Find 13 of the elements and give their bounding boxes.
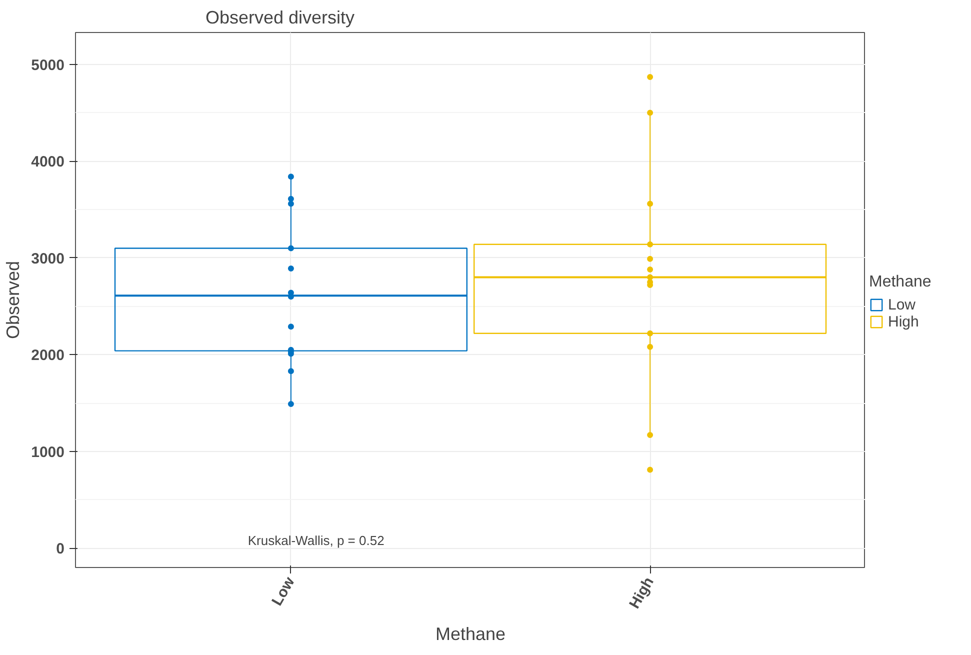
y-tick-label: 4000 [31, 154, 65, 171]
x-axis-title: Methane [869, 273, 932, 291]
y-tick-label: 1000 [31, 444, 65, 461]
y-tick-label: 5000 [31, 56, 65, 74]
y-tick-label: 3000 [31, 250, 65, 268]
legend-label: Low [888, 296, 917, 313]
annotation: Kruskal-Wallis, p = 0.52 [248, 533, 384, 548]
chart-title: Observed diversity [206, 8, 355, 28]
y-tick-label: 2000 [31, 347, 65, 364]
legend-title: Methane [435, 624, 506, 644]
y-axis-title: Observed [3, 260, 24, 340]
y-tick-label: 0 [56, 540, 64, 558]
legend-label: High [888, 313, 920, 330]
